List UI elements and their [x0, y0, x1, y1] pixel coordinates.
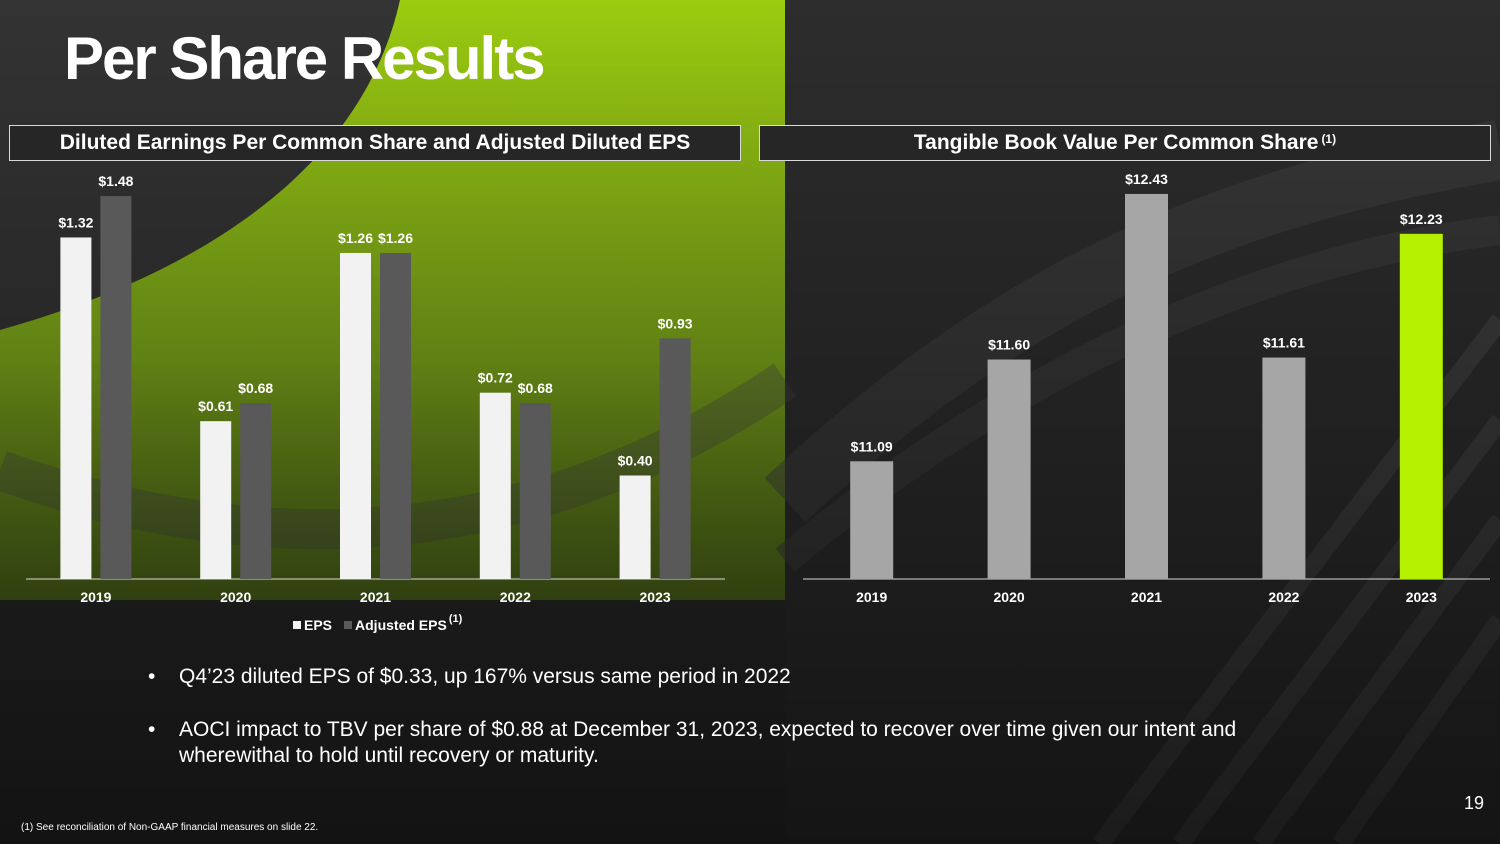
tbv-chart-heading: Tangible Book Value Per Common Share (1)	[759, 125, 1491, 161]
adjusted-eps-data-label: $0.93	[658, 315, 693, 331]
tbv-bar	[1399, 233, 1443, 580]
eps-x-tick-label: 2020	[220, 589, 251, 605]
bullet-text: Q4’23 diluted EPS of $0.33, up 167% vers…	[179, 665, 791, 688]
tbv-x-tick-label: 2021	[1131, 589, 1162, 605]
key-points-list: • Q4’23 diluted EPS of $0.33, up 167% ver…	[148, 664, 1328, 796]
eps-x-tick-label: 2022	[500, 589, 531, 605]
tbv-data-label: $11.60	[988, 337, 1030, 353]
eps-bar	[340, 252, 371, 579]
eps-data-label: $0.72	[478, 370, 513, 386]
bullet-glyph: •	[148, 665, 156, 688]
eps-bar	[200, 421, 232, 579]
legend-adjusted-eps-swatch	[344, 621, 353, 629]
bullet-glyph: •	[148, 718, 156, 741]
adjusted-eps-data-label: $0.68	[238, 380, 273, 396]
tbv-data-label: $12.23	[1400, 211, 1443, 227]
tbv-x-tick-label: 2019	[856, 589, 887, 605]
eps-chart-legend: EPS Adjusted EPS (1)	[293, 613, 462, 633]
bullet-item: • Q4’23 diluted EPS of $0.33, up 167% ver…	[148, 664, 1328, 690]
tbv-bar	[1262, 357, 1306, 579]
eps-bar	[619, 475, 651, 579]
eps-bar	[60, 237, 92, 579]
adjusted-eps-bar	[240, 403, 272, 579]
tbv-x-tick-label: 2022	[1268, 589, 1299, 605]
legend-eps-label: EPS	[304, 617, 333, 633]
eps-x-tick-label: 2019	[80, 589, 111, 605]
tbv-bar	[1125, 193, 1168, 579]
eps-chart-heading: Diluted Earnings Per Common Share and Ad…	[9, 125, 741, 161]
adjusted-eps-bar	[659, 338, 691, 579]
eps-bar	[479, 392, 511, 579]
adjusted-eps-bar	[519, 403, 551, 579]
adjusted-eps-data-label: $1.26	[378, 230, 413, 246]
eps-data-label: $1.32	[58, 214, 93, 230]
adjusted-eps-data-label: $0.68	[518, 380, 553, 396]
eps-data-label: $0.61	[198, 398, 233, 414]
eps-x-tick-label: 2021	[360, 589, 391, 605]
eps-data-label: $0.40	[618, 453, 653, 469]
legend-adjusted-footnote-mark: (1)	[448, 613, 463, 625]
tbv-heading-footnote-mark: (1)	[1321, 132, 1337, 146]
page-title: Per Share Results	[64, 25, 546, 92]
tbv-data-label: $11.09	[851, 438, 893, 454]
bullet-item: • AOCI impact to TBV per share of $0.88 a…	[148, 717, 1328, 769]
adjusted-eps-bar	[380, 252, 411, 579]
tbv-data-label: $11.61	[1263, 335, 1305, 351]
eps-data-label: $1.26	[338, 230, 373, 246]
bullet-text: AOCI impact to TBV per share of $0.88 at…	[179, 718, 1237, 767]
tbv-chart-heading-text: Tangible Book Value Per Common Share	[913, 131, 1319, 154]
tbv-bar	[987, 359, 1031, 579]
page-number: 19	[1464, 793, 1485, 813]
adjusted-eps-bar	[100, 196, 132, 580]
tbv-bar	[850, 461, 894, 579]
legend-eps-swatch	[293, 621, 301, 629]
tbv-x-tick-label: 2020	[994, 589, 1025, 605]
footnote: (1) See reconciliation of Non-GAAP finan…	[21, 822, 319, 833]
eps-chart-heading-text: Diluted Earnings Per Common Share and Ad…	[59, 131, 691, 154]
eps-x-tick-label: 2023	[640, 589, 671, 605]
tbv-data-label: $12.43	[1125, 171, 1168, 187]
legend-adjusted-eps-label: Adjusted EPS	[355, 617, 447, 633]
adjusted-eps-data-label: $1.48	[98, 173, 133, 189]
tbv-x-tick-label: 2023	[1406, 589, 1437, 605]
